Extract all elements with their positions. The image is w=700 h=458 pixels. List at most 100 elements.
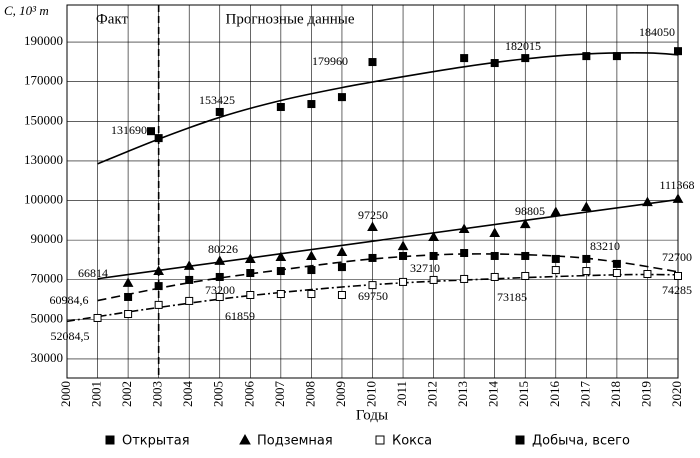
x-tick-label: 2001: [89, 381, 104, 407]
annotation: 97250: [358, 208, 388, 222]
point: [307, 266, 316, 275]
point: [399, 277, 408, 286]
legend-label: Подземная: [257, 434, 333, 449]
point: [582, 52, 591, 61]
annotation: 72700: [662, 250, 692, 264]
point: [215, 107, 224, 116]
point: [674, 47, 682, 56]
point: [460, 54, 469, 63]
x-tick-label: 2020: [669, 381, 684, 407]
x-tick-label: 2002: [119, 381, 134, 407]
point: [215, 272, 224, 281]
y-tick-label: 100000: [24, 191, 63, 206]
annotation: 73185: [497, 290, 527, 304]
annotation: 131690: [111, 123, 147, 137]
point: [521, 251, 530, 260]
x-tick-label: 2007: [272, 381, 287, 408]
point: [490, 272, 499, 281]
point: [276, 290, 285, 299]
annotation: 66814: [78, 266, 108, 280]
x-tick-label: 2003: [150, 381, 165, 407]
point: [580, 201, 592, 212]
y-tick-label: 30000: [31, 350, 64, 365]
x-tick-label: 2004: [180, 381, 195, 408]
point: [183, 260, 195, 270]
x-axis-label: Годы: [356, 407, 388, 423]
point: [124, 310, 133, 319]
annotation: 32710: [410, 261, 440, 275]
point: [337, 291, 346, 300]
point: [551, 266, 560, 275]
annotation: 111368: [659, 178, 694, 192]
legend-marker: [515, 435, 525, 445]
point: [307, 290, 316, 299]
point: [460, 249, 469, 258]
point: [368, 58, 377, 67]
point: [154, 282, 163, 291]
annotation: 60984,6: [50, 293, 89, 307]
trend-line: [97, 253, 679, 302]
point: [185, 275, 194, 284]
annotation: 98805: [515, 204, 545, 218]
x-tick-label: 2010: [363, 381, 378, 407]
annotation: 83210: [590, 239, 620, 253]
y-tick-label: 130000: [24, 152, 63, 167]
annotation: 153425: [199, 93, 235, 107]
point: [612, 269, 621, 278]
point: [672, 193, 684, 203]
point: [490, 251, 499, 260]
point: [429, 251, 438, 260]
point: [124, 292, 133, 301]
point: [336, 246, 348, 257]
annotation: 73200: [205, 283, 235, 297]
x-tick-label: 2016: [547, 381, 562, 408]
point: [153, 265, 165, 276]
point: [122, 277, 134, 287]
point: [429, 275, 438, 284]
legend-label: Кокса: [392, 434, 432, 449]
x-tick-label: 2018: [608, 381, 623, 407]
x-tick-label: 2015: [516, 381, 531, 407]
point: [337, 263, 346, 272]
y-tick-label: 90000: [31, 231, 64, 246]
y-tick-label: 50000: [31, 310, 64, 325]
x-tick-label: 2017: [577, 381, 592, 408]
trend-line: [97, 52, 679, 165]
point: [612, 52, 621, 61]
y-tick-label: 170000: [24, 73, 63, 88]
point: [185, 296, 194, 305]
point: [551, 254, 560, 263]
annotation: 69750: [358, 289, 388, 303]
point: [582, 254, 591, 263]
point: [368, 253, 377, 262]
point: [399, 251, 408, 260]
point: [521, 54, 530, 63]
x-tick-label: 2013: [455, 381, 470, 407]
point: [275, 251, 287, 261]
x-tick-label: 2011: [394, 381, 409, 407]
point: [674, 271, 682, 280]
point: [214, 255, 226, 265]
point: [93, 313, 102, 322]
point: [489, 227, 501, 237]
region-label: Факт: [96, 11, 129, 27]
annotation: 74285: [662, 283, 692, 297]
x-tick-label: 2008: [302, 381, 317, 407]
point: [215, 292, 224, 301]
x-tick-label: 2000: [58, 381, 73, 407]
annotation: 179960: [312, 54, 348, 68]
x-tick-label: 2012: [425, 381, 440, 407]
point: [244, 253, 256, 263]
legend-marker: [105, 435, 115, 445]
point: [612, 259, 621, 268]
point: [397, 240, 409, 251]
x-tick-label: 2009: [333, 381, 348, 407]
x-tick-label: 2014: [486, 381, 501, 408]
point: [519, 218, 531, 229]
legend-marker: [375, 435, 385, 445]
point: [306, 250, 317, 260]
point: [246, 269, 255, 278]
annotation: 61859: [225, 309, 255, 323]
point: [642, 196, 653, 207]
point: [550, 206, 562, 217]
